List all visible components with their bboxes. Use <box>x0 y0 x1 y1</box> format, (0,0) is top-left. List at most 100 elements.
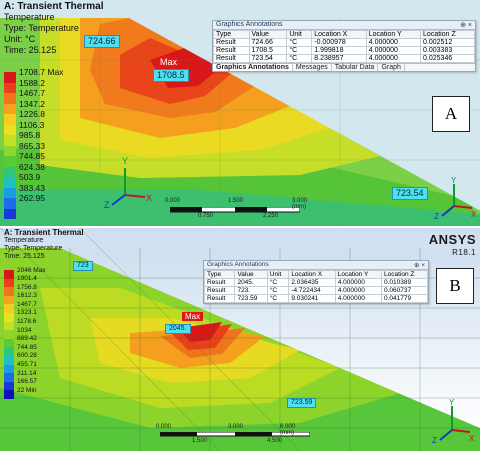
info-unit-line: Unit: °C <box>4 34 36 44</box>
table-row[interactable]: Result 724.66 °C -0.000978 4.000000 0.002512 <box>213 38 475 47</box>
column-header[interactable]: Location X <box>288 270 336 279</box>
legend-value: 455.71 <box>17 361 37 369</box>
info-type-line: Temperature <box>4 237 44 244</box>
table-cell: 4.000000 <box>334 286 383 295</box>
probe-callout-1[interactable]: 724.66 <box>84 35 120 48</box>
annotations-header[interactable]: Graphics Annotations ⊕ × <box>213 21 475 30</box>
legend-entry: 2046 Max <box>4 267 46 279</box>
legend-entry: 985.8 <box>4 130 63 146</box>
probe-callout-3[interactable]: 723.59 <box>287 398 317 409</box>
svg-text:Z: Z <box>434 212 439 220</box>
table-cell: 9.030241 <box>288 294 336 303</box>
table-cell: °C <box>266 294 290 303</box>
tab-tabular-data[interactable]: Tabular Data <box>332 64 379 71</box>
info-type-line-2: Type: Temperature <box>4 245 63 252</box>
table-cell: 8.238957 <box>311 54 367 63</box>
table-cell: Result <box>213 54 250 63</box>
annotations-header[interactable]: Graphics Annotations ⊕ × <box>204 261 428 270</box>
table-row[interactable]: Result 723.54 °C 8.238957 4.000000 0.025346 <box>213 54 475 63</box>
column-header[interactable]: Unit <box>266 270 290 279</box>
probe-callout-2[interactable]: 2045. <box>165 324 191 335</box>
scale-sub-2: 4.500 <box>267 438 283 444</box>
scale-tick-1: 1.500 <box>228 198 244 204</box>
tab-graph[interactable]: Graph <box>378 64 405 71</box>
legend-entry: 22 Min <box>4 386 46 399</box>
table-cell: 4.000000 <box>334 278 383 287</box>
svg-text:X: X <box>146 193 152 203</box>
legend-value: 1708.7 Max <box>19 67 64 77</box>
table-cell: 723. <box>234 286 268 295</box>
table-cell: 2045. <box>234 278 268 287</box>
legend-value: 1034 <box>17 326 32 334</box>
table-cell: 0.002512 <box>420 38 475 47</box>
table-cell: Result <box>213 46 250 55</box>
column-header[interactable]: Location Y <box>365 30 422 39</box>
legend-value: 624.38 <box>19 161 45 172</box>
tab-messages[interactable]: Messages <box>293 64 332 71</box>
annotation-tabs[interactable]: Graphics Annotations Messages Tabular Data… <box>213 63 475 71</box>
legend-entry: 1708.7 Max <box>4 67 63 83</box>
legend-value: 22 Min <box>17 386 37 394</box>
legend-value: 1588.2 <box>19 77 45 88</box>
column-header[interactable]: Value <box>248 30 288 39</box>
table-row[interactable]: Result 2045. °C 2.036435 4.000000 0.010389 <box>203 278 428 287</box>
probe-callout-2[interactable]: 1708.5 <box>153 69 189 82</box>
color-legend: 2046 Max 1901.4 1756.8 1612.3 1467.7 1323.1 11… <box>4 267 46 399</box>
annotations-table: Type Value Unit Location X Location Y Locatio… <box>213 30 475 63</box>
svg-text:Z: Z <box>104 200 110 210</box>
legend-swatch <box>4 114 16 125</box>
legend-value: 503.9 <box>19 172 41 182</box>
column-header[interactable]: Location X <box>311 30 367 39</box>
column-header[interactable]: Type <box>203 270 236 279</box>
column-header[interactable]: Unit <box>286 30 313 39</box>
column-header[interactable]: Value <box>234 270 268 279</box>
graphics-annotations-window[interactable]: Graphics Annotations ⊕ × Type Value Unit Lo… <box>212 20 476 72</box>
table-cell: °C <box>286 38 313 47</box>
svg-text:X: X <box>471 210 477 219</box>
probe-callout-3[interactable]: 723.54 <box>392 187 428 200</box>
legend-entry: 1034 <box>4 326 46 339</box>
legend-entry: 1106.3 <box>4 120 63 135</box>
column-header[interactable]: Location Z <box>420 30 475 39</box>
annotations-table: Type Value Unit Location X Location Y Locatio… <box>203 270 428 303</box>
legend-swatch <box>4 312 14 322</box>
legend-swatch <box>4 364 14 374</box>
column-header[interactable]: Type <box>213 30 250 39</box>
scale-tick-0: 0.000 <box>165 198 181 204</box>
max-tag[interactable]: Max <box>182 312 204 321</box>
table-cell: °C <box>286 54 313 63</box>
legend-value: 1467.7 <box>19 88 45 98</box>
legend-swatch <box>4 166 16 177</box>
plot-title: A: Transient Thermal <box>4 228 84 237</box>
scale-sub-1: 0.750 <box>198 213 214 219</box>
legend-entry: 744.85 <box>4 344 46 356</box>
legend-entry: 503.9 <box>4 172 63 188</box>
legend-swatch <box>4 287 14 296</box>
axis-triad-corner-icon: Y X Z <box>434 176 477 220</box>
legend-swatch <box>4 295 14 305</box>
annotations-title: Graphics Annotations <box>207 261 269 268</box>
table-row[interactable]: Result 723.59 °C 9.030241 4.000000 0.041779 <box>203 294 428 303</box>
legend-swatch <box>4 390 14 399</box>
legend-swatch <box>4 373 14 382</box>
tab-graphics-annotations[interactable]: Graphics Annotations <box>213 64 293 71</box>
legend-entry: 383.43 <box>4 183 63 198</box>
column-header[interactable]: Location Z <box>381 270 428 279</box>
legend-swatch <box>4 145 16 156</box>
legend-value: 311.14 <box>17 369 37 377</box>
pin-close-icon[interactable]: ⊕ × <box>413 262 425 269</box>
table-cell: 2.036435 <box>288 278 336 287</box>
table-row[interactable]: Result 1708.5 °C 1.999818 4.000000 0.003383 <box>213 46 475 55</box>
pin-close-icon[interactable]: ⊕ × <box>460 22 472 29</box>
column-header[interactable]: Location Y <box>334 270 383 279</box>
scale-tick-2: 3.000 (mm) <box>292 198 308 210</box>
max-tag[interactable]: Max <box>157 57 181 67</box>
table-row[interactable]: Result 723. °C -4.722434 4.000000 0.060737 <box>203 286 428 295</box>
legend-value: 1226.8 <box>19 109 45 119</box>
probe-callout-1[interactable]: 723 <box>73 261 93 272</box>
color-legend: 1708.7 Max 1588.2 1467.7 1347.2 1226.8 1106.3… <box>4 67 63 219</box>
legend-swatch <box>4 278 14 288</box>
legend-swatch <box>4 103 16 114</box>
legend-entry: 1588.2 <box>4 78 63 93</box>
graphics-annotations-window[interactable]: Graphics Annotations ⊕ × Type Value Unit Lo… <box>203 260 429 304</box>
